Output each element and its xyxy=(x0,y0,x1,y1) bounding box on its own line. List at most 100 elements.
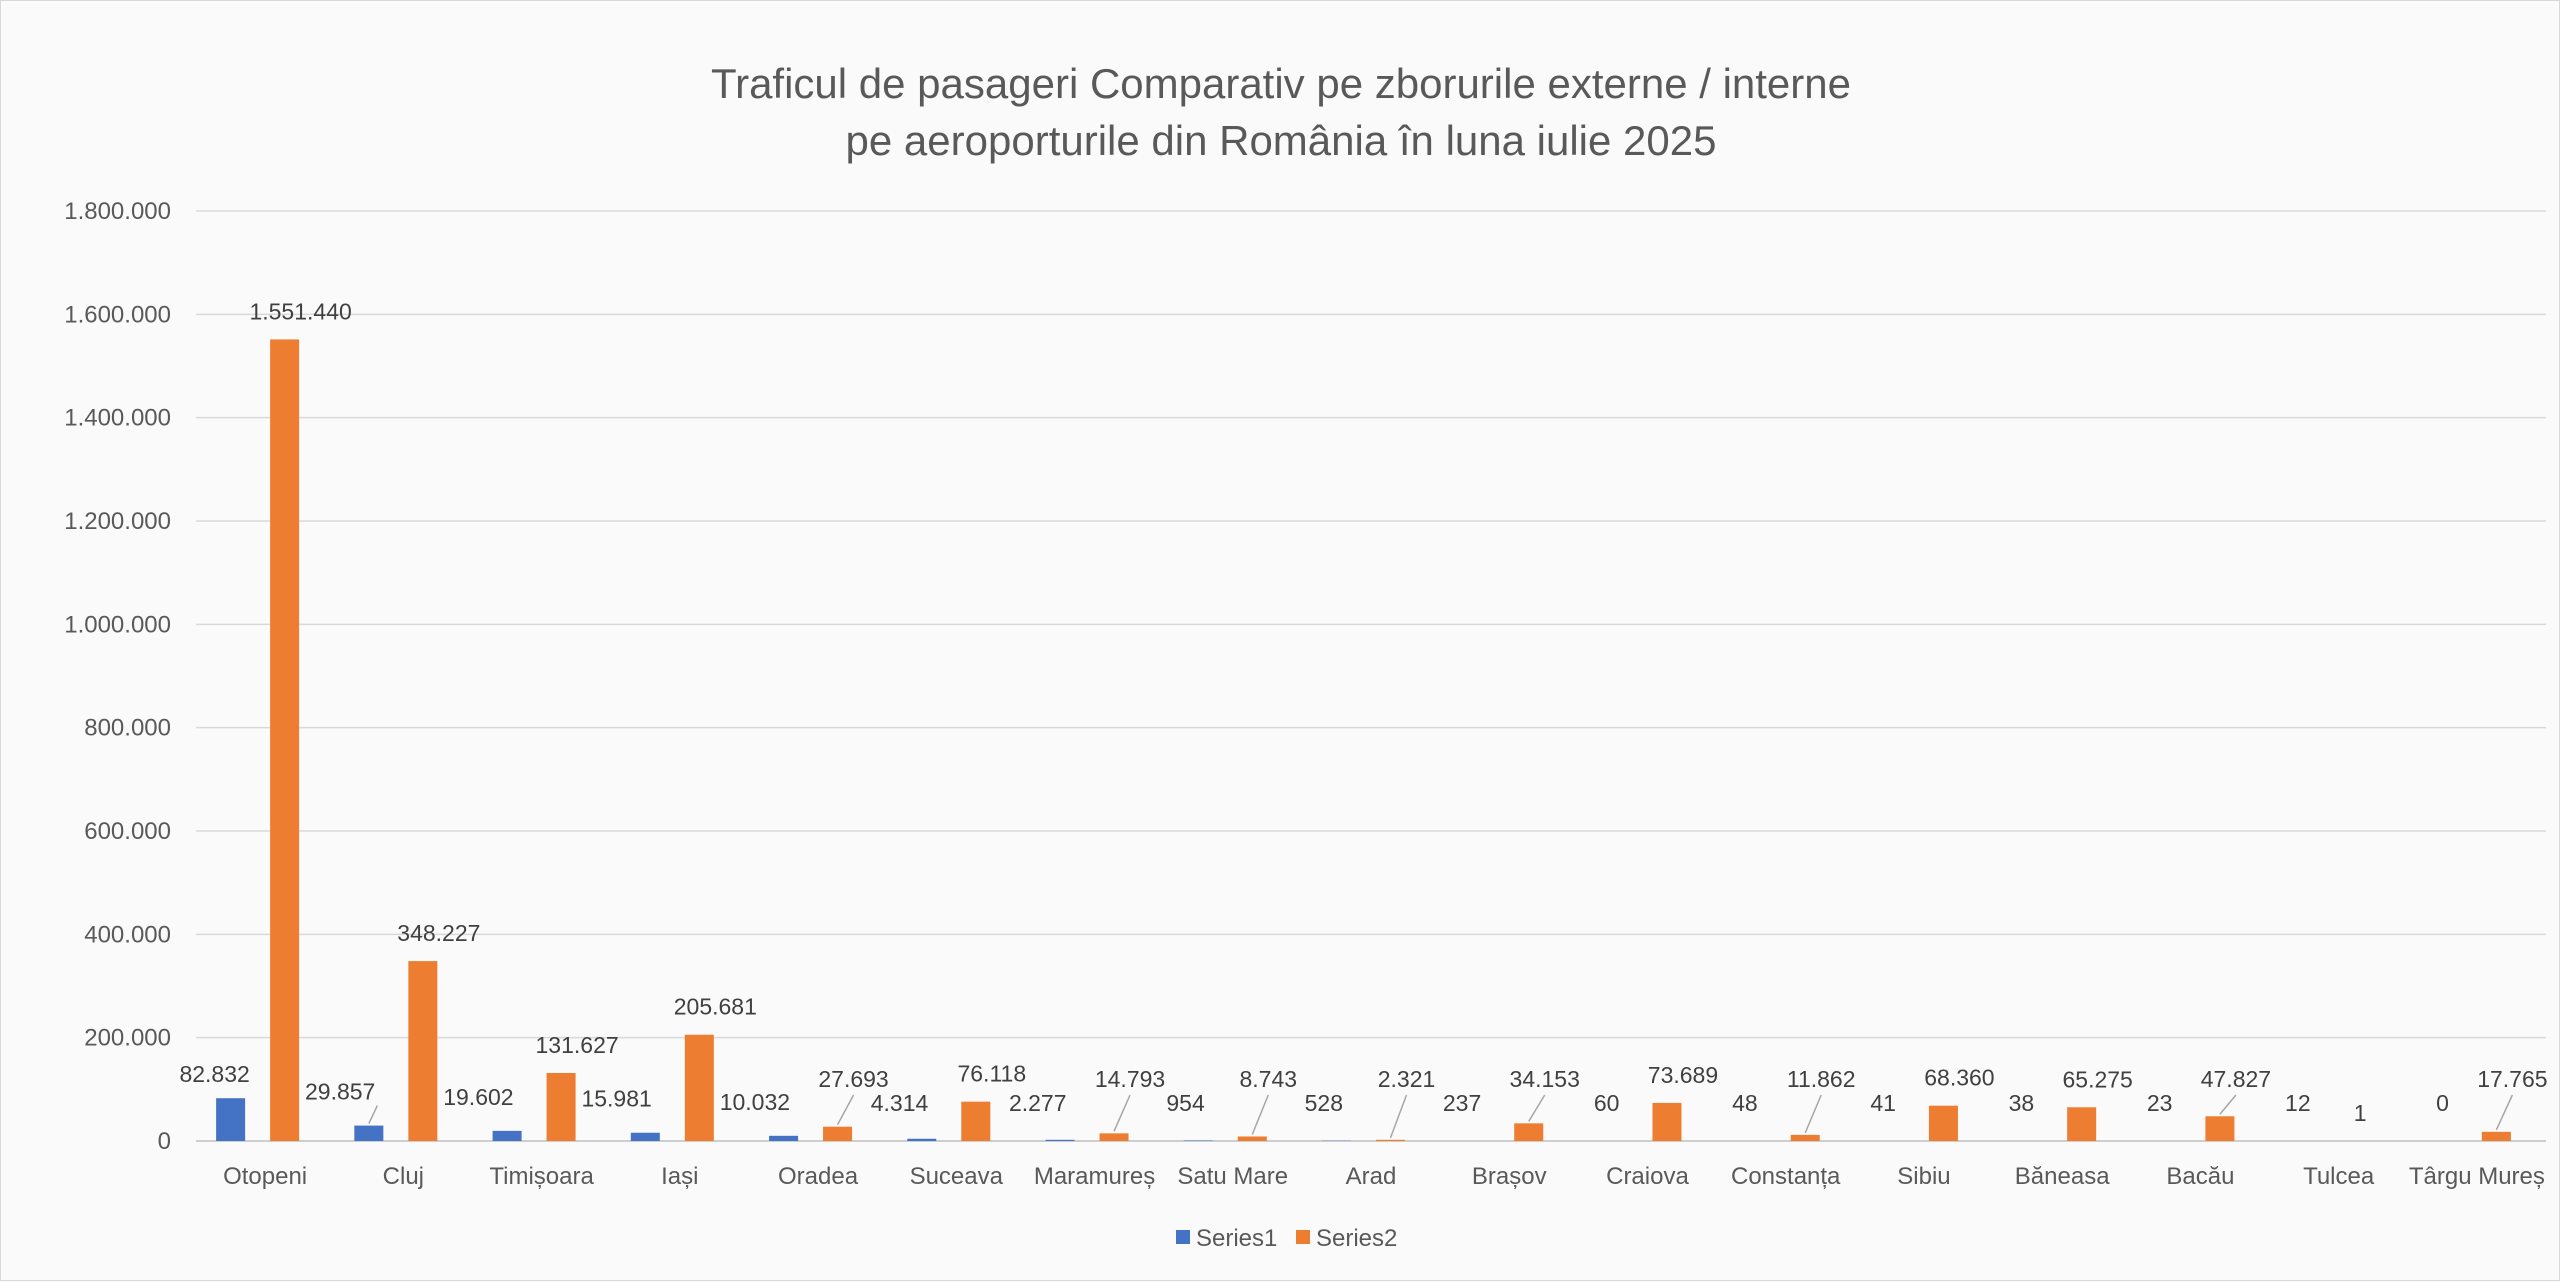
leader-line xyxy=(838,1095,854,1125)
y-tick-label: 200.000 xyxy=(84,1025,171,1052)
series2-data-label: 131.627 xyxy=(536,1032,619,1058)
series1-bar xyxy=(1046,1140,1075,1141)
series1-data-label: 19.602 xyxy=(443,1084,513,1110)
series2-bar xyxy=(1929,1106,1958,1141)
x-tick-label: Timișoara xyxy=(489,1163,594,1190)
series2-data-label: 8.743 xyxy=(1239,1066,1297,1092)
series2-data-label: 68.360 xyxy=(1924,1065,1994,1091)
y-tick-label: 0 xyxy=(158,1128,171,1155)
series1-data-label: 237 xyxy=(1443,1090,1481,1116)
x-tick-label: Craiova xyxy=(1606,1163,1689,1190)
gridlines xyxy=(196,211,2546,1141)
legend-label-series1: Series1 xyxy=(1196,1225,1277,1252)
series2-data-label: 1 xyxy=(2354,1100,2367,1126)
series1-bar xyxy=(493,1131,522,1141)
series2-bar xyxy=(1238,1136,1267,1141)
y-tick-label: 600.000 xyxy=(84,818,171,845)
y-tick-label: 800.000 xyxy=(84,715,171,742)
legend: Series1 Series2 xyxy=(1176,1225,1397,1252)
series2-bar xyxy=(547,1073,576,1141)
x-tick-label: Constanța xyxy=(1731,1163,1841,1190)
series2-data-label: 47.827 xyxy=(2201,1066,2271,1092)
series1-data-label: 10.032 xyxy=(720,1089,790,1115)
y-tick-label: 1.600.000 xyxy=(64,301,171,328)
series2-data-label: 34.153 xyxy=(1510,1066,1580,1092)
leader-line xyxy=(2496,1095,2512,1130)
x-tick-label: Târgu Mureș xyxy=(2409,1163,2545,1190)
x-tick-label: Tulcea xyxy=(2303,1163,2375,1190)
y-tick-label: 1.400.000 xyxy=(64,405,171,432)
series2-bar xyxy=(1791,1135,1820,1141)
x-tick-label: Oradea xyxy=(778,1163,859,1190)
series2-data-label: 1.551.440 xyxy=(249,298,351,324)
chart-title-line-1: Traficul de pasageri Comparativ pe zboru… xyxy=(711,60,1851,107)
series2-data-label: 2.321 xyxy=(1378,1066,1436,1092)
series2-data-label: 73.689 xyxy=(1648,1062,1718,1088)
x-tick-label: Satu Mare xyxy=(1177,1163,1288,1190)
x-tick-label: Suceava xyxy=(910,1163,1004,1190)
series2-bar xyxy=(961,1102,990,1141)
leader-line xyxy=(1529,1095,1545,1121)
series2-bar xyxy=(2482,1132,2511,1141)
series1-bar xyxy=(216,1098,245,1141)
series2-bar xyxy=(685,1035,714,1141)
series1-data-label: 23 xyxy=(2147,1090,2173,1116)
series2-bar xyxy=(2067,1107,2096,1141)
x-tick-label: Sibiu xyxy=(1897,1163,1950,1190)
series1-data-label: 41 xyxy=(1870,1090,1896,1116)
series1-bar xyxy=(907,1139,936,1141)
series2-data-label: 17.765 xyxy=(2477,1066,2547,1092)
series2-data-label: 205.681 xyxy=(674,994,757,1020)
series2-bar xyxy=(270,339,299,1141)
series1-data-label: 2.277 xyxy=(1009,1090,1067,1116)
y-tick-label: 400.000 xyxy=(84,921,171,948)
x-tick-label: Cluj xyxy=(383,1163,424,1190)
legend-swatch-series2 xyxy=(1296,1230,1310,1244)
data-labels: 82.8321.551.44029.857348.22719.602131.62… xyxy=(179,298,2547,1137)
series2-data-label: 65.275 xyxy=(2062,1066,2132,1092)
series2-bar xyxy=(823,1127,852,1141)
x-axis: Otopeni Cluj Timișoara Iași Oradea Suceava Mar… xyxy=(223,1163,2545,1190)
series1-data-label: 48 xyxy=(1732,1090,1758,1116)
series2-data-label: 76.118 xyxy=(957,1061,1026,1087)
leader-line xyxy=(1805,1095,1821,1133)
series2-bar xyxy=(1100,1133,1129,1141)
series2-bar xyxy=(1376,1140,1405,1141)
leader-line xyxy=(2220,1095,2236,1114)
series2-bar xyxy=(408,961,437,1141)
series1-data-label: 60 xyxy=(1594,1090,1620,1116)
series2-data-label: 11.862 xyxy=(1787,1066,1856,1092)
series2-data-label: 348.227 xyxy=(397,920,480,946)
series1-data-label: 15.981 xyxy=(581,1086,651,1112)
series1-data-label: 954 xyxy=(1166,1090,1205,1116)
leader-line xyxy=(1391,1095,1407,1138)
bars xyxy=(216,339,2511,1141)
series1-data-label: 4.314 xyxy=(871,1090,929,1116)
y-tick-label: 1.800.000 xyxy=(64,198,171,225)
x-tick-label: Arad xyxy=(1346,1163,1397,1190)
series1-bar xyxy=(631,1133,660,1141)
series1-bar xyxy=(769,1136,798,1141)
legend-label-series2: Series2 xyxy=(1316,1225,1397,1252)
x-tick-label: Băneasa xyxy=(2015,1163,2110,1190)
series1-data-label: 528 xyxy=(1305,1090,1343,1116)
chart-title-line-2: pe aeroporturile din România în luna iul… xyxy=(846,117,1717,164)
series1-data-label: 38 xyxy=(2009,1090,2035,1116)
y-tick-label: 1.000.000 xyxy=(64,611,171,638)
leader-line xyxy=(369,1106,378,1124)
x-tick-label: Iași xyxy=(661,1163,698,1190)
x-tick-label: Maramureș xyxy=(1034,1163,1155,1190)
leader-line xyxy=(1114,1095,1130,1131)
series1-data-label: 0 xyxy=(2436,1090,2449,1116)
y-tick-label: 1.200.000 xyxy=(64,508,171,535)
leader-line xyxy=(1252,1095,1268,1134)
series2-bar xyxy=(1652,1103,1681,1141)
y-axis: 0 200.000 400.000 600.000 800.000 1.000.000 1.… xyxy=(64,198,171,1155)
series2-bar xyxy=(1514,1123,1543,1141)
x-tick-label: Otopeni xyxy=(223,1163,307,1190)
series1-bar xyxy=(354,1126,383,1141)
x-tick-label: Bacău xyxy=(2166,1163,2234,1190)
x-tick-label: Brașov xyxy=(1472,1163,1547,1190)
